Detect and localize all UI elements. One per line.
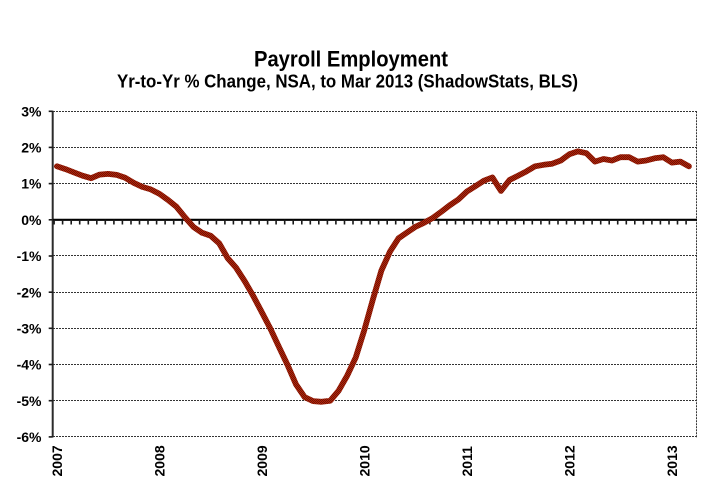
svg-text:2%: 2%	[21, 140, 42, 156]
svg-text:Payroll Employment: Payroll Employment	[254, 46, 449, 71]
svg-text:2010: 2010	[357, 445, 373, 476]
svg-text:1%: 1%	[21, 176, 42, 192]
svg-text:2012: 2012	[562, 445, 578, 476]
svg-text:-2%: -2%	[17, 284, 42, 300]
svg-text:-1%: -1%	[17, 248, 42, 264]
svg-text:2011: 2011	[459, 446, 475, 477]
svg-text:-4%: -4%	[17, 357, 42, 373]
svg-text:2009: 2009	[254, 445, 270, 476]
svg-text:-3%: -3%	[17, 320, 42, 336]
svg-text:2008: 2008	[152, 445, 168, 476]
svg-text:0%: 0%	[21, 212, 42, 228]
svg-text:Yr-to-Yr % Change, NSA, to Mar: Yr-to-Yr % Change, NSA, to Mar 2013 (Sha…	[117, 71, 578, 91]
svg-text:-5%: -5%	[17, 393, 42, 409]
svg-text:-6%: -6%	[17, 429, 42, 445]
svg-text:2007: 2007	[49, 445, 65, 476]
svg-text:2013: 2013	[664, 445, 680, 476]
svg-text:3%: 3%	[21, 103, 42, 119]
